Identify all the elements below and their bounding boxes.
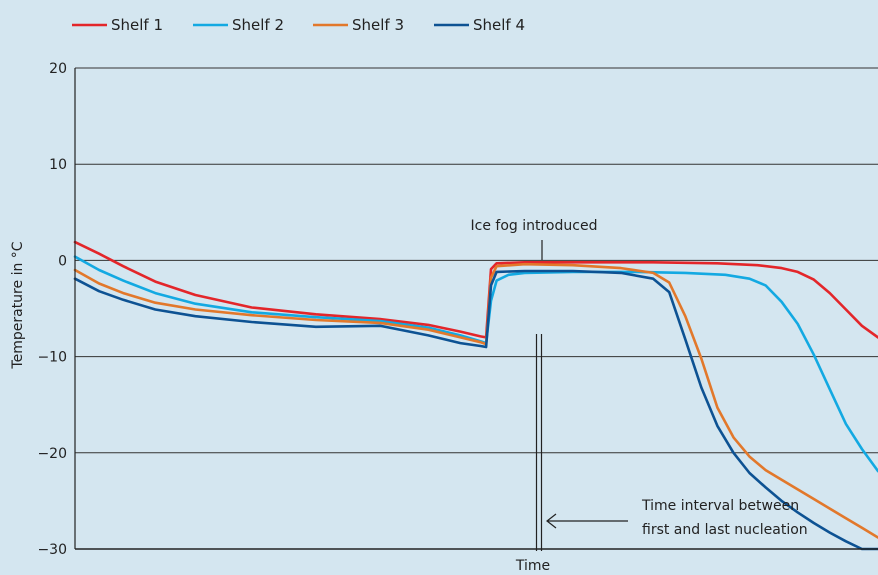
x-axis-title: Time xyxy=(515,558,550,574)
y-tick-label: −10 xyxy=(37,350,67,366)
legend-label-shelf-1: Shelf 1 xyxy=(111,16,163,34)
annotations: Ice fog introduced Time interval between… xyxy=(471,218,808,551)
y-tick-label: 0 xyxy=(58,253,67,269)
series-line-shelf-1 xyxy=(73,240,878,339)
y-tick-label: −30 xyxy=(37,542,67,558)
legend-label-shelf-3: Shelf 3 xyxy=(352,16,404,34)
y-axis-title: Temperature in °C xyxy=(10,241,26,369)
series-line-shelf-2 xyxy=(73,255,878,473)
series-lines xyxy=(73,240,878,551)
series-line-shelf-4 xyxy=(73,269,878,551)
legend: Shelf 1 Shelf 2 Shelf 3 Shelf 4 xyxy=(72,16,525,34)
legend-label-shelf-4: Shelf 4 xyxy=(473,16,525,34)
legend-label-shelf-2: Shelf 2 xyxy=(232,16,284,34)
y-tick-labels: 20 10 0 −10 −20 −30 xyxy=(37,61,67,558)
axes xyxy=(74,68,878,550)
interval-arrow-head xyxy=(546,513,557,529)
y-tick-label: −20 xyxy=(37,446,67,462)
interval-label-line1: Time interval between xyxy=(641,498,799,514)
y-tick-label: 20 xyxy=(49,61,67,77)
interval-label-line2: first and last nucleation xyxy=(642,522,808,538)
ice-fog-label: Ice fog introduced xyxy=(471,218,598,234)
y-tick-label: 10 xyxy=(49,157,67,173)
series-line-shelf-3 xyxy=(73,262,878,539)
